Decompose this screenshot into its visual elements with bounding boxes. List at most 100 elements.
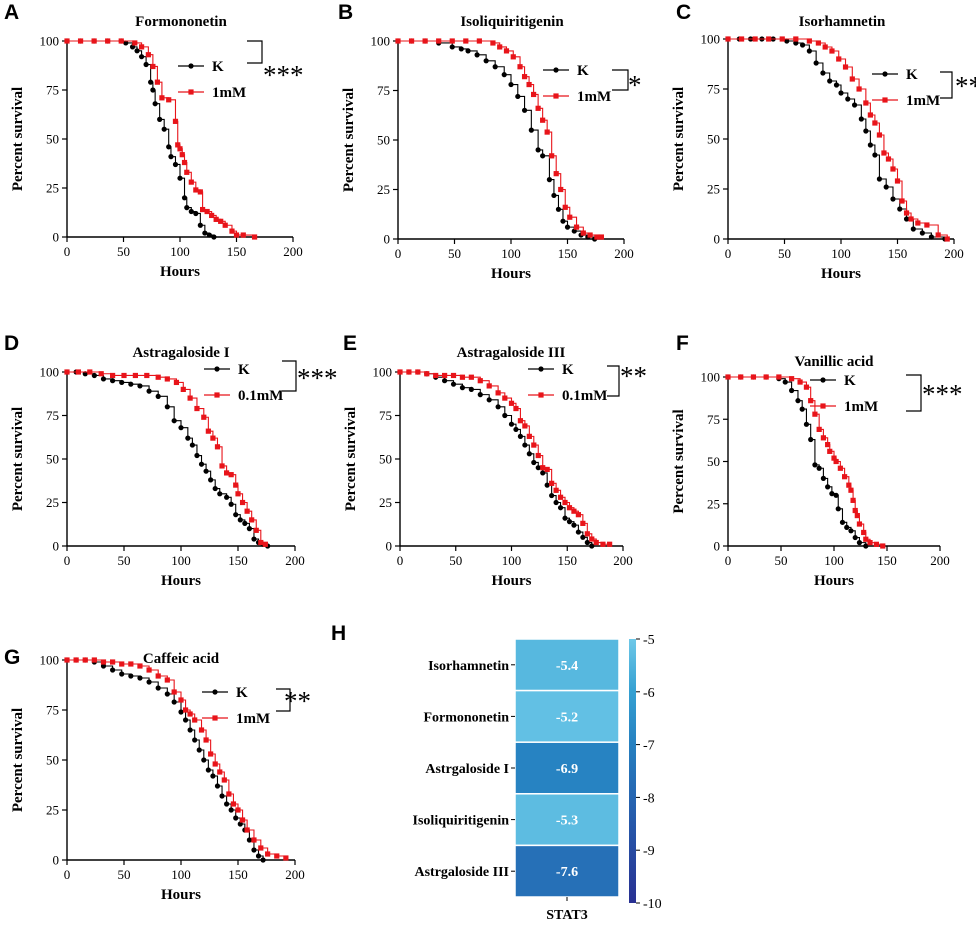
panel-e-series-treated-point — [540, 465, 546, 471]
panel-g-series-control-point — [187, 727, 193, 733]
panel-f-series-treated-point — [833, 458, 839, 465]
panel-e-series-treated-point — [459, 374, 466, 380]
panel-e-series-treated-point — [477, 378, 483, 384]
panel-c-series-treated-point — [885, 156, 892, 162]
panel-d-series-treated-point — [239, 499, 246, 506]
panel-f-series-treated-point — [854, 512, 860, 519]
panel-g-series-control-line — [67, 659, 264, 860]
panel-b-series-treated-line — [398, 40, 602, 238]
panel-a-series-control-point — [143, 61, 149, 68]
panel-c-legend-marker — [882, 97, 888, 103]
panel-g-series-treated-point — [91, 657, 97, 663]
panel-c-title: Isorhamnetin — [799, 14, 886, 30]
panel-c-series-treated-point — [924, 222, 930, 228]
panel-g-series-treated — [64, 657, 289, 861]
panel-d-series-treated-line — [67, 371, 266, 545]
panel-e-series-treated-point — [442, 372, 448, 379]
panel-b-y-label: Percent survival — [341, 88, 357, 192]
panel-e-series-treated-point — [607, 541, 613, 547]
panel-a-series-treated-point — [197, 189, 203, 195]
panel-e-y-label: Percent survival — [343, 407, 359, 511]
panel-g-series-control-point — [110, 667, 116, 673]
panel-c-y-tick-label: 100 — [701, 32, 721, 47]
panel-g-series-control-point — [178, 709, 184, 715]
heatmap-cell-label: -7.6 — [556, 865, 578, 880]
panel-g-series-treated-point — [212, 761, 218, 767]
panel-a-x-label: Hours — [160, 264, 200, 280]
panel-e-series-treated-point — [580, 520, 586, 526]
panel-f-series-treated-point — [861, 529, 867, 536]
panel-f-series-treated-point — [827, 448, 833, 454]
panel-e-series-treated-point — [433, 372, 439, 379]
panel-a-series-treated-point — [218, 218, 224, 224]
panel-h-letter: H — [331, 622, 346, 645]
panel-g-title: Caffeic acid — [143, 651, 220, 667]
panel-a-series-treated-line — [67, 40, 256, 237]
panel-d-series-treated-point — [110, 372, 116, 379]
panel-f-series-control-point — [789, 387, 795, 394]
panel-a-series-treated-point — [77, 38, 84, 44]
heatmap-cell-label: -5.4 — [556, 659, 578, 674]
panel-e-y-tick-label: 50 — [379, 452, 392, 467]
panel-e-series-treated-point — [397, 369, 403, 375]
panel-c-x-tick-label: 150 — [888, 246, 908, 261]
panel-g-x-label: Hours — [161, 887, 201, 903]
panel-a-series-treated-point — [132, 40, 138, 46]
panel-b-series-treated-point — [553, 171, 559, 177]
panel-e-series-treated-point — [450, 372, 457, 379]
panel-a-series-control-point — [202, 230, 208, 236]
panel-f-series-treated-point — [837, 465, 843, 471]
panel-f-legend-marker — [820, 377, 826, 383]
panel-b-series-treated-point — [517, 64, 523, 70]
panel-e-x-tick-label: 150 — [558, 553, 578, 568]
heatmap-colorbar-tick-label: -9 — [643, 844, 655, 859]
panel-b-series-treated-point — [562, 204, 568, 210]
panel-c-series-treated-point — [881, 150, 887, 156]
panel-g-series-control-point — [201, 757, 207, 763]
panel-c-significance-bracket — [940, 71, 953, 99]
heatmap-colorbar-tick-label: -5 — [643, 633, 655, 648]
panel-d-series-treated-point — [173, 379, 180, 386]
panel-a-x-tick-label: 0 — [64, 244, 71, 259]
panel-g-series-treated-point — [100, 659, 107, 665]
heatmap-row-label: Isoliquiritigenin — [413, 814, 510, 829]
panel-f-legend: K 1mM — [810, 373, 878, 415]
panel-c-series-treated-point — [822, 44, 828, 50]
panel-a-series-treated-point — [138, 44, 145, 50]
panel-c-series-treated-point — [935, 232, 941, 238]
panel-g-series-control-point — [210, 773, 216, 779]
panel-e-series-control-point — [517, 433, 524, 439]
panel-c-x-tick-label: 100 — [831, 246, 851, 261]
panel-e-series-control-point — [522, 442, 528, 448]
panel-e-series-treated-point — [553, 487, 559, 493]
heatmap-colorbar-tick-label: -7 — [643, 739, 655, 754]
panel-f-x-tick-label: 150 — [877, 553, 897, 568]
panel-d-series-control-point — [155, 393, 161, 399]
panel-f-series-control-point — [799, 406, 805, 412]
panel-c-series-control-point — [845, 96, 851, 102]
panel-a-series-treated-point — [154, 79, 160, 85]
panel-e-series-control-point — [450, 381, 457, 387]
panel-b-legend-label: K — [577, 63, 589, 79]
panel-g-legend-marker — [212, 689, 218, 695]
panel-a-series-treated-point — [193, 187, 199, 193]
panel-d-series-treated-point — [249, 517, 255, 523]
panel-b-series-control-point — [571, 228, 577, 234]
panel-c-series-treated-point — [779, 36, 785, 42]
panel-c-series-control-point — [890, 196, 896, 202]
panel-e-x-tick-label: 50 — [449, 553, 462, 568]
panel-g-y-label: Percent survival — [10, 708, 26, 812]
panel-d-series-treated-point — [201, 414, 207, 420]
panel-g-series-treated-point — [110, 659, 116, 665]
panel-b-series-control-point — [528, 127, 534, 133]
panel-f-significance: *** — [922, 379, 963, 409]
panel-e-series-control-point — [557, 505, 564, 511]
panel-g-series-control-point — [228, 807, 234, 813]
panel-b-legend-marker — [553, 93, 559, 99]
panel-g-series-treated-point — [244, 827, 250, 833]
panel-a-series-control-point — [197, 222, 203, 228]
panel-c-series-treated-point — [890, 166, 896, 172]
panel-f-x-tick-label: 200 — [930, 553, 950, 568]
panel-c-x-tick-label: 0 — [725, 246, 732, 261]
panel-d-y-tick-label: 0 — [53, 539, 60, 554]
